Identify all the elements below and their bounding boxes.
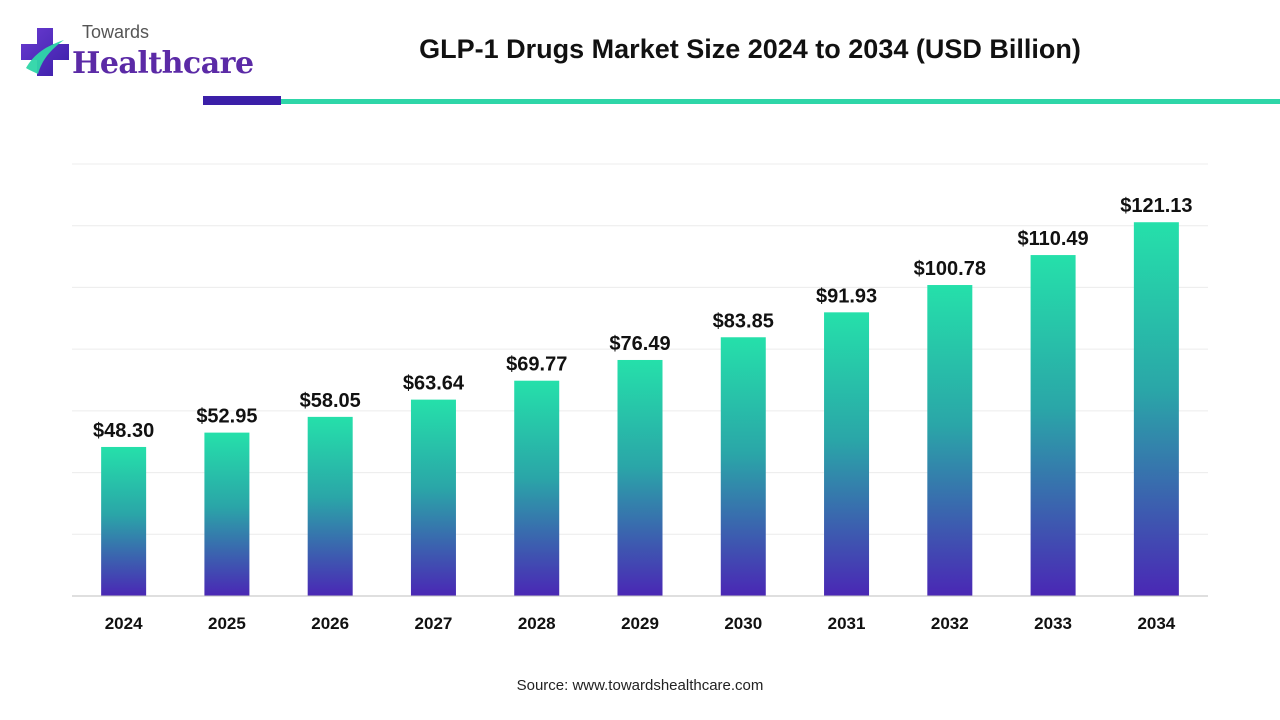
x-tick-label-2029: 2029 <box>621 614 659 633</box>
bar-2029 <box>617 359 663 596</box>
value-label-2032: $100.78 <box>914 258 986 280</box>
x-tick-label-2034: 2034 <box>1137 614 1175 633</box>
bar-chart: $48.30 $52.95 $58.05 $63.64 $69.77 $76.49 $83.… <box>72 163 1208 633</box>
bar-2027 <box>410 399 456 596</box>
value-label-2033: $110.49 <box>1017 228 1088 250</box>
bar-2031 <box>824 312 870 596</box>
title-rule <box>281 99 1280 104</box>
logo-text-bottom: Healthcare <box>72 46 254 81</box>
chart-title: GLP-1 Drugs Market Size 2024 to 2034 (US… <box>419 34 1081 64</box>
value-label-2024: $48.30 <box>93 420 154 442</box>
value-label-2031: $91.93 <box>816 285 877 307</box>
x-tick-label-2030: 2030 <box>724 614 762 633</box>
value-label-2026: $58.05 <box>300 390 361 412</box>
bars <box>101 222 1179 597</box>
bar-2034 <box>1133 222 1179 597</box>
x-tick-label-2033: 2033 <box>1034 614 1072 633</box>
bar-2025 <box>204 432 250 596</box>
title-rule-accent <box>203 96 281 105</box>
value-label-2034: $121.13 <box>1120 195 1192 217</box>
x-tick-labels: 2024 2025 2026 2027 2028 2029 2030 2031 2032 2033… <box>105 614 1176 633</box>
logo-text-top: Towards <box>82 22 150 42</box>
value-label-2029: $76.49 <box>609 333 670 355</box>
value-label-2025: $52.95 <box>196 406 257 428</box>
bar-2033 <box>1030 255 1076 596</box>
x-tick-label-2025: 2025 <box>208 614 246 633</box>
bar-2024 <box>101 446 147 596</box>
value-label-2030: $83.85 <box>713 310 774 332</box>
x-tick-label-2027: 2027 <box>415 614 453 633</box>
bar-2032 <box>927 285 973 596</box>
source-note: Source: www.towardshealthcare.com <box>516 677 764 694</box>
value-label-2028: $69.77 <box>506 354 567 376</box>
x-tick-label-2024: 2024 <box>105 614 143 633</box>
medical-cross-icon <box>21 28 69 76</box>
bar-2030 <box>720 337 766 596</box>
value-label-2027: $63.64 <box>403 373 465 395</box>
x-tick-label-2026: 2026 <box>311 614 349 633</box>
brand-logo: Towards Healthcare <box>20 20 254 84</box>
x-tick-label-2028: 2028 <box>518 614 556 633</box>
bar-2028 <box>514 380 560 596</box>
x-tick-label-2031: 2031 <box>828 614 866 633</box>
value-labels: $48.30 $52.95 $58.05 $63.64 $69.77 $76.49 $83.… <box>93 195 1192 442</box>
x-tick-label-2032: 2032 <box>931 614 969 633</box>
bar-2026 <box>307 416 353 596</box>
